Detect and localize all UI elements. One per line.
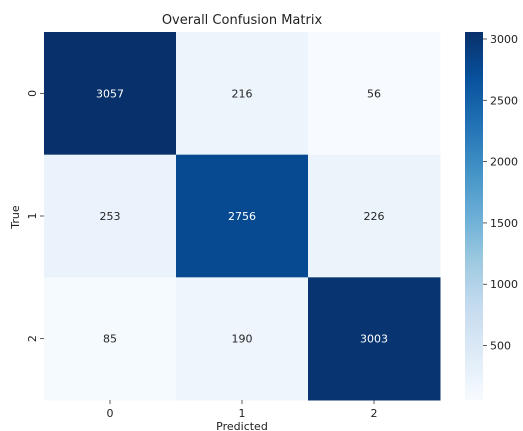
cell-value-label: 226 [364,210,385,223]
heatmap-cells [44,32,441,401]
cell-value-label: 2756 [228,210,256,223]
x-tick-label: 2 [371,407,378,420]
heatmap-cell-labels: 3057 216 56 253 2756 226 85 190 3003 [96,87,388,345]
cell-value-label: 253 [100,210,121,223]
x-axis-ticks: 0 1 2 [107,400,378,420]
colorbar-tick-label: 500 [490,340,511,353]
cell-value-label: 56 [367,87,381,100]
x-tick-label: 0 [107,407,114,420]
heatmap-cell-r0-c1 [176,32,309,156]
cell-value-label: 190 [232,333,253,346]
heatmap-cell-r0-c2 [308,32,441,156]
y-tick-label: 0 [26,90,39,97]
y-tick-label: 2 [26,335,39,342]
y-axis-ticks: 0 1 2 [26,90,44,342]
colorbar-tick-label: 1000 [490,278,518,291]
heatmap-cell-r2-c0 [44,277,177,401]
y-tick-label: 1 [26,213,39,220]
colorbar-ticks: 500 1000 1500 2000 2500 3000 [483,33,518,353]
heatmap-cell-r2-c1 [176,277,309,401]
colorbar-tick-label: 3000 [490,33,518,46]
cell-value-label: 85 [103,333,117,346]
cell-value-label: 216 [232,87,253,100]
colorbar-tick-label: 2000 [490,156,518,169]
cell-value-label: 3003 [360,333,388,346]
colorbar-tick-label: 2500 [490,94,518,107]
heatmap-cell-r2-c2 [308,277,441,401]
heatmap-cell-r1-c1 [176,154,309,278]
chart-title: Overall Confusion Matrix [162,13,323,28]
x-tick-label: 1 [239,407,246,420]
cell-value-label: 3057 [96,87,124,100]
heatmap-cell-r0-c0 [44,32,177,156]
heatmap-cell-r1-c0 [44,154,177,278]
colorbar [465,32,483,400]
heatmap-cell-r1-c2 [308,154,441,278]
colorbar-tick-label: 1500 [490,217,518,230]
x-axis-label: Predicted [216,420,268,431]
y-axis-label: True [9,205,22,230]
